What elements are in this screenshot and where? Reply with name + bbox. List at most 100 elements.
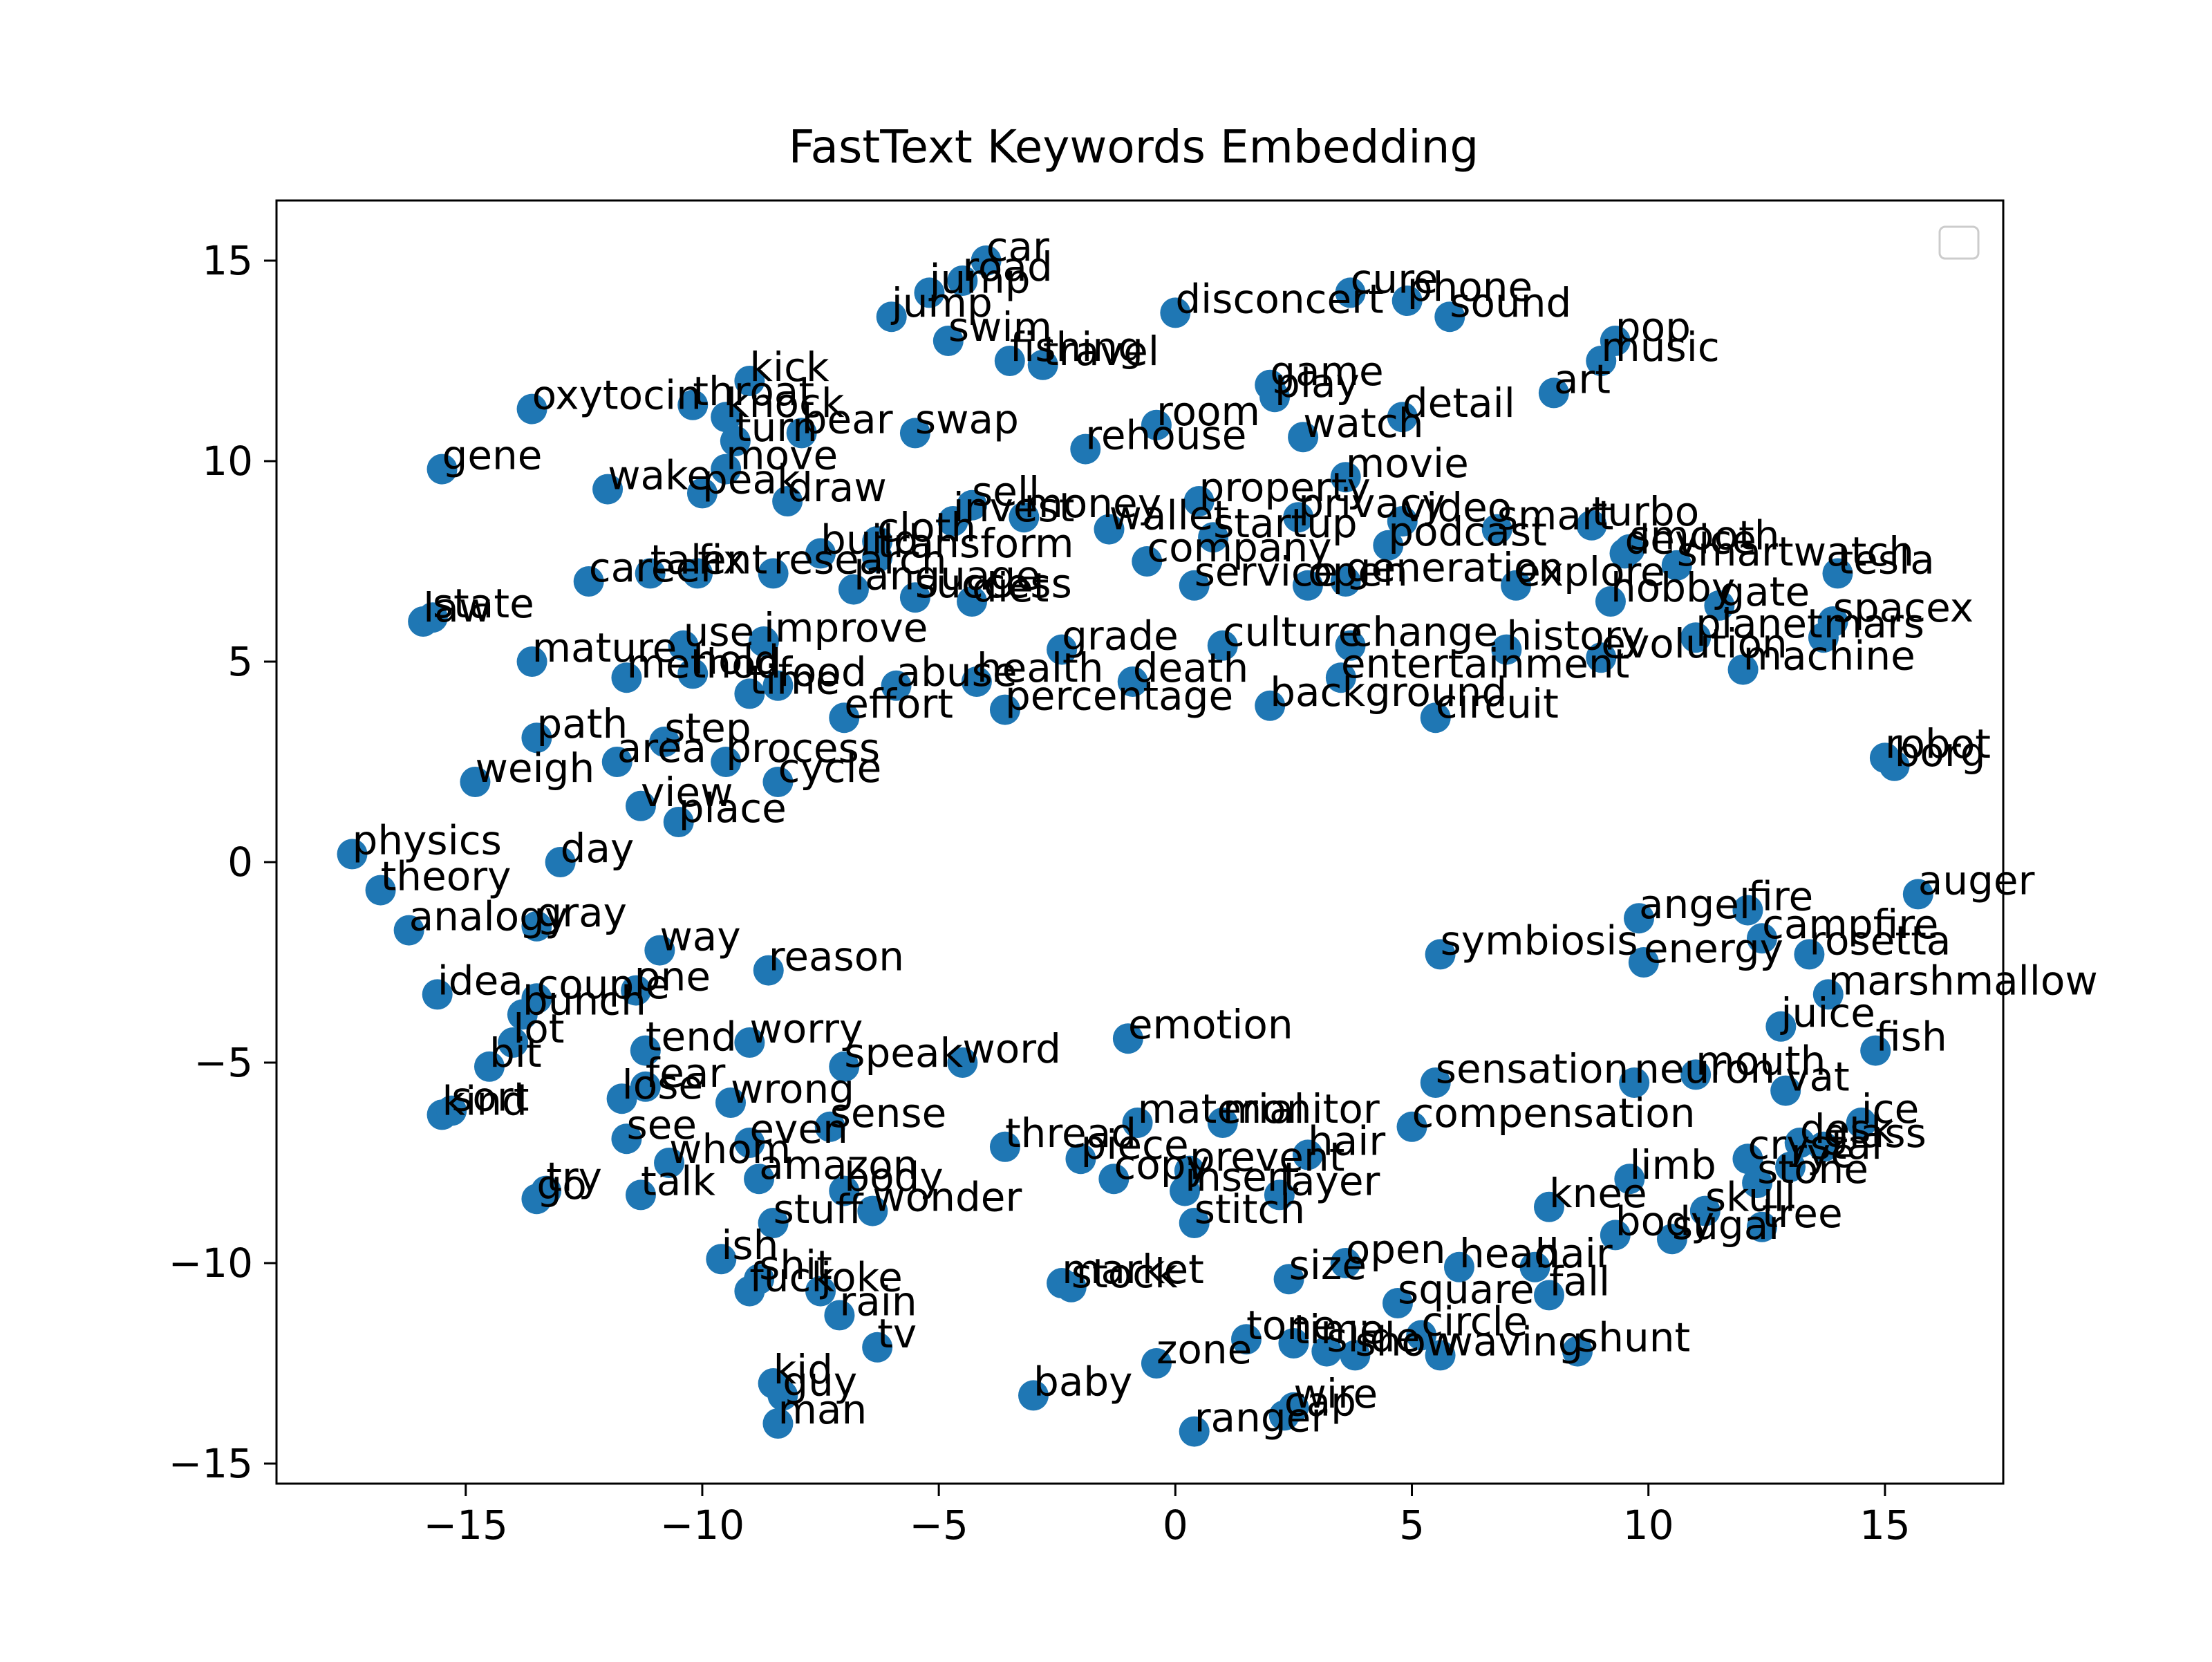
data-point [630,1035,661,1066]
point-label: build [821,516,919,563]
y-tick-label: 5 [227,638,253,685]
data-point [1047,634,1078,665]
point-label: ish [721,1222,778,1269]
point-label: lose [622,1061,704,1108]
data-point [654,1148,685,1178]
point-label: time [749,656,840,703]
data-point [1170,1175,1201,1206]
data-point [1538,377,1569,409]
point-label: money [1024,480,1161,527]
point-label: talent [650,536,768,583]
chart-title: FastText Keywords Embedding [789,120,1479,174]
data-point [516,646,547,677]
data-point [1586,346,1617,376]
point-label: baby [1033,1358,1133,1405]
point-label: privacy [1298,480,1445,527]
data-point [1420,702,1451,734]
y-tick-label: 15 [202,237,253,284]
data-point [994,346,1025,376]
data-point [644,935,675,966]
data-point [1808,622,1839,653]
data-point [1519,1251,1550,1282]
point-label: robot [1885,720,1991,767]
data-point [1311,1336,1342,1367]
data-point [1207,630,1238,661]
data-point [573,566,604,597]
point-label: size [1289,1242,1367,1289]
data-point [1614,1164,1645,1195]
point-label: body [844,1154,943,1201]
y-tick-label: 10 [202,438,253,485]
point-label: use [684,608,755,655]
point-label: cure [1351,255,1438,302]
point-label: hobby [1611,564,1735,611]
point-label: kick [749,344,830,391]
data-point [829,1175,860,1206]
point-label: amazon [759,1141,918,1188]
point-label: speak [844,1029,963,1076]
point-label: day [561,825,635,872]
data-point [711,454,742,485]
point-label: smooth [1629,512,1779,559]
point-label: entertainment [1341,640,1630,687]
point-label: effort [844,680,953,727]
data-point [1292,1139,1323,1170]
data-point [1179,1416,1210,1447]
data-point [365,875,396,906]
data-point [1846,1108,1877,1138]
data-point [762,1408,794,1439]
point-label: try [546,1154,602,1201]
data-point [957,586,988,617]
data-point [862,1332,893,1363]
point-label: room [1156,388,1260,435]
point-label: auger [1918,857,2035,904]
point-label: theory [381,853,512,900]
point-label: glass [1824,1110,1927,1157]
data-point [1732,895,1763,926]
point-label: hold [693,636,779,683]
point-label: peak [702,456,800,503]
point-label: neuron [1634,1045,1775,1092]
data-point [932,326,964,356]
point-label: game [1270,348,1384,395]
point-label: fall [1549,1258,1610,1305]
data-point [829,702,860,734]
point-label: process [726,725,880,772]
point-label: sound [1450,279,1571,326]
data-point [961,666,992,697]
data-point [1117,666,1148,697]
data-point [772,486,803,516]
data-point [649,727,680,757]
data-point [1619,1067,1650,1098]
data-point [824,1300,855,1331]
point-label: one [636,953,711,1000]
point-label: even [749,1105,847,1152]
point-label: head [1459,1230,1559,1277]
data-point [1902,879,1933,910]
data-point [914,277,945,308]
point-label: prevent [1190,1134,1345,1181]
data-point [1387,402,1418,433]
point-label: tv [877,1310,917,1357]
data-point [625,1179,656,1211]
point-label: step [664,704,751,751]
data-point [1425,1340,1456,1371]
point-label: mouth [1696,1037,1826,1084]
data-point [1268,1400,1300,1431]
data-point [711,747,742,777]
data-point [1732,1143,1763,1175]
data-point [1273,1264,1304,1295]
point-label: art [1554,355,1611,402]
data-point [1255,690,1286,721]
point-label: mature [532,624,677,671]
point-label: sense [830,1090,947,1137]
data-point [1533,1191,1564,1222]
point-label: change [1351,608,1498,655]
data-point [507,999,538,1030]
point-label: tend [646,1014,737,1061]
point-label: travel [1043,328,1159,375]
point-label: campfire [1762,901,1939,948]
data-point [899,582,930,613]
